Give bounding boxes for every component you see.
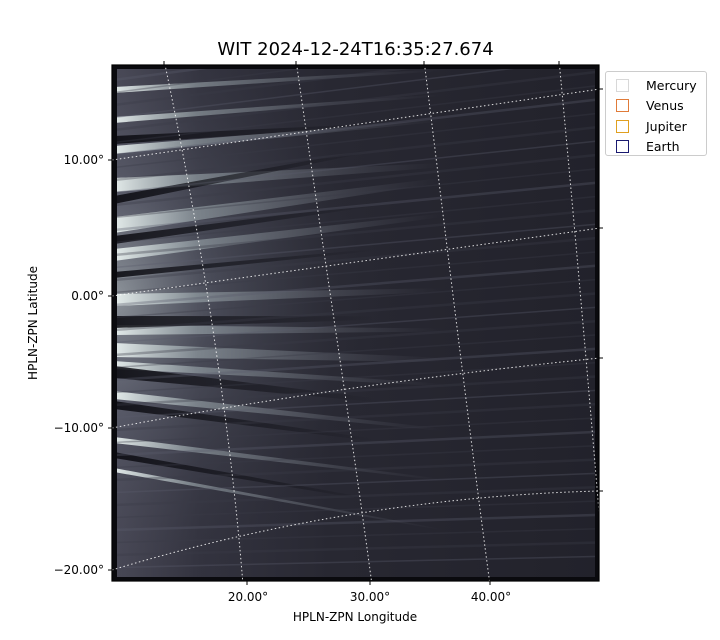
coordinate-grid bbox=[112, 65, 599, 581]
x-tick-label: 20.00° bbox=[228, 590, 268, 604]
legend-item-venus: Venus bbox=[616, 96, 706, 117]
y-tick-label: −20.00° bbox=[54, 563, 104, 577]
legend-item-earth: Earth bbox=[616, 137, 706, 158]
legend-label: Venus bbox=[646, 98, 684, 114]
x-axis-label: HPLN-ZPN Longitude bbox=[293, 610, 417, 624]
y-axis-label: HPLN-ZPN Latitude bbox=[26, 266, 40, 380]
y-tick-label: 0.00° bbox=[71, 289, 104, 303]
plot-frame bbox=[111, 64, 600, 582]
y-tick-label: −10.00° bbox=[54, 421, 104, 435]
legend-label: Mercury bbox=[646, 77, 697, 93]
legend-swatch bbox=[616, 140, 629, 154]
legend-swatch bbox=[616, 78, 629, 92]
axis-ticks bbox=[108, 61, 603, 585]
legend-swatch bbox=[616, 99, 629, 113]
legend: Mercury Venus Jupiter Earth bbox=[605, 71, 707, 156]
legend-label: Earth bbox=[646, 139, 680, 155]
legend-item-mercury: Mercury bbox=[616, 75, 706, 96]
legend-label: Jupiter bbox=[646, 118, 687, 134]
plot-title: WIT 2024-12-24T16:35:27.674 bbox=[217, 39, 494, 60]
x-tick-label: 40.00° bbox=[471, 590, 511, 604]
coronagraph-image bbox=[112, 65, 599, 581]
x-tick-label: 30.00° bbox=[350, 590, 390, 604]
legend-swatch bbox=[616, 119, 629, 133]
y-tick-label: 10.00° bbox=[64, 153, 104, 167]
legend-item-jupiter: Jupiter bbox=[616, 116, 706, 137]
